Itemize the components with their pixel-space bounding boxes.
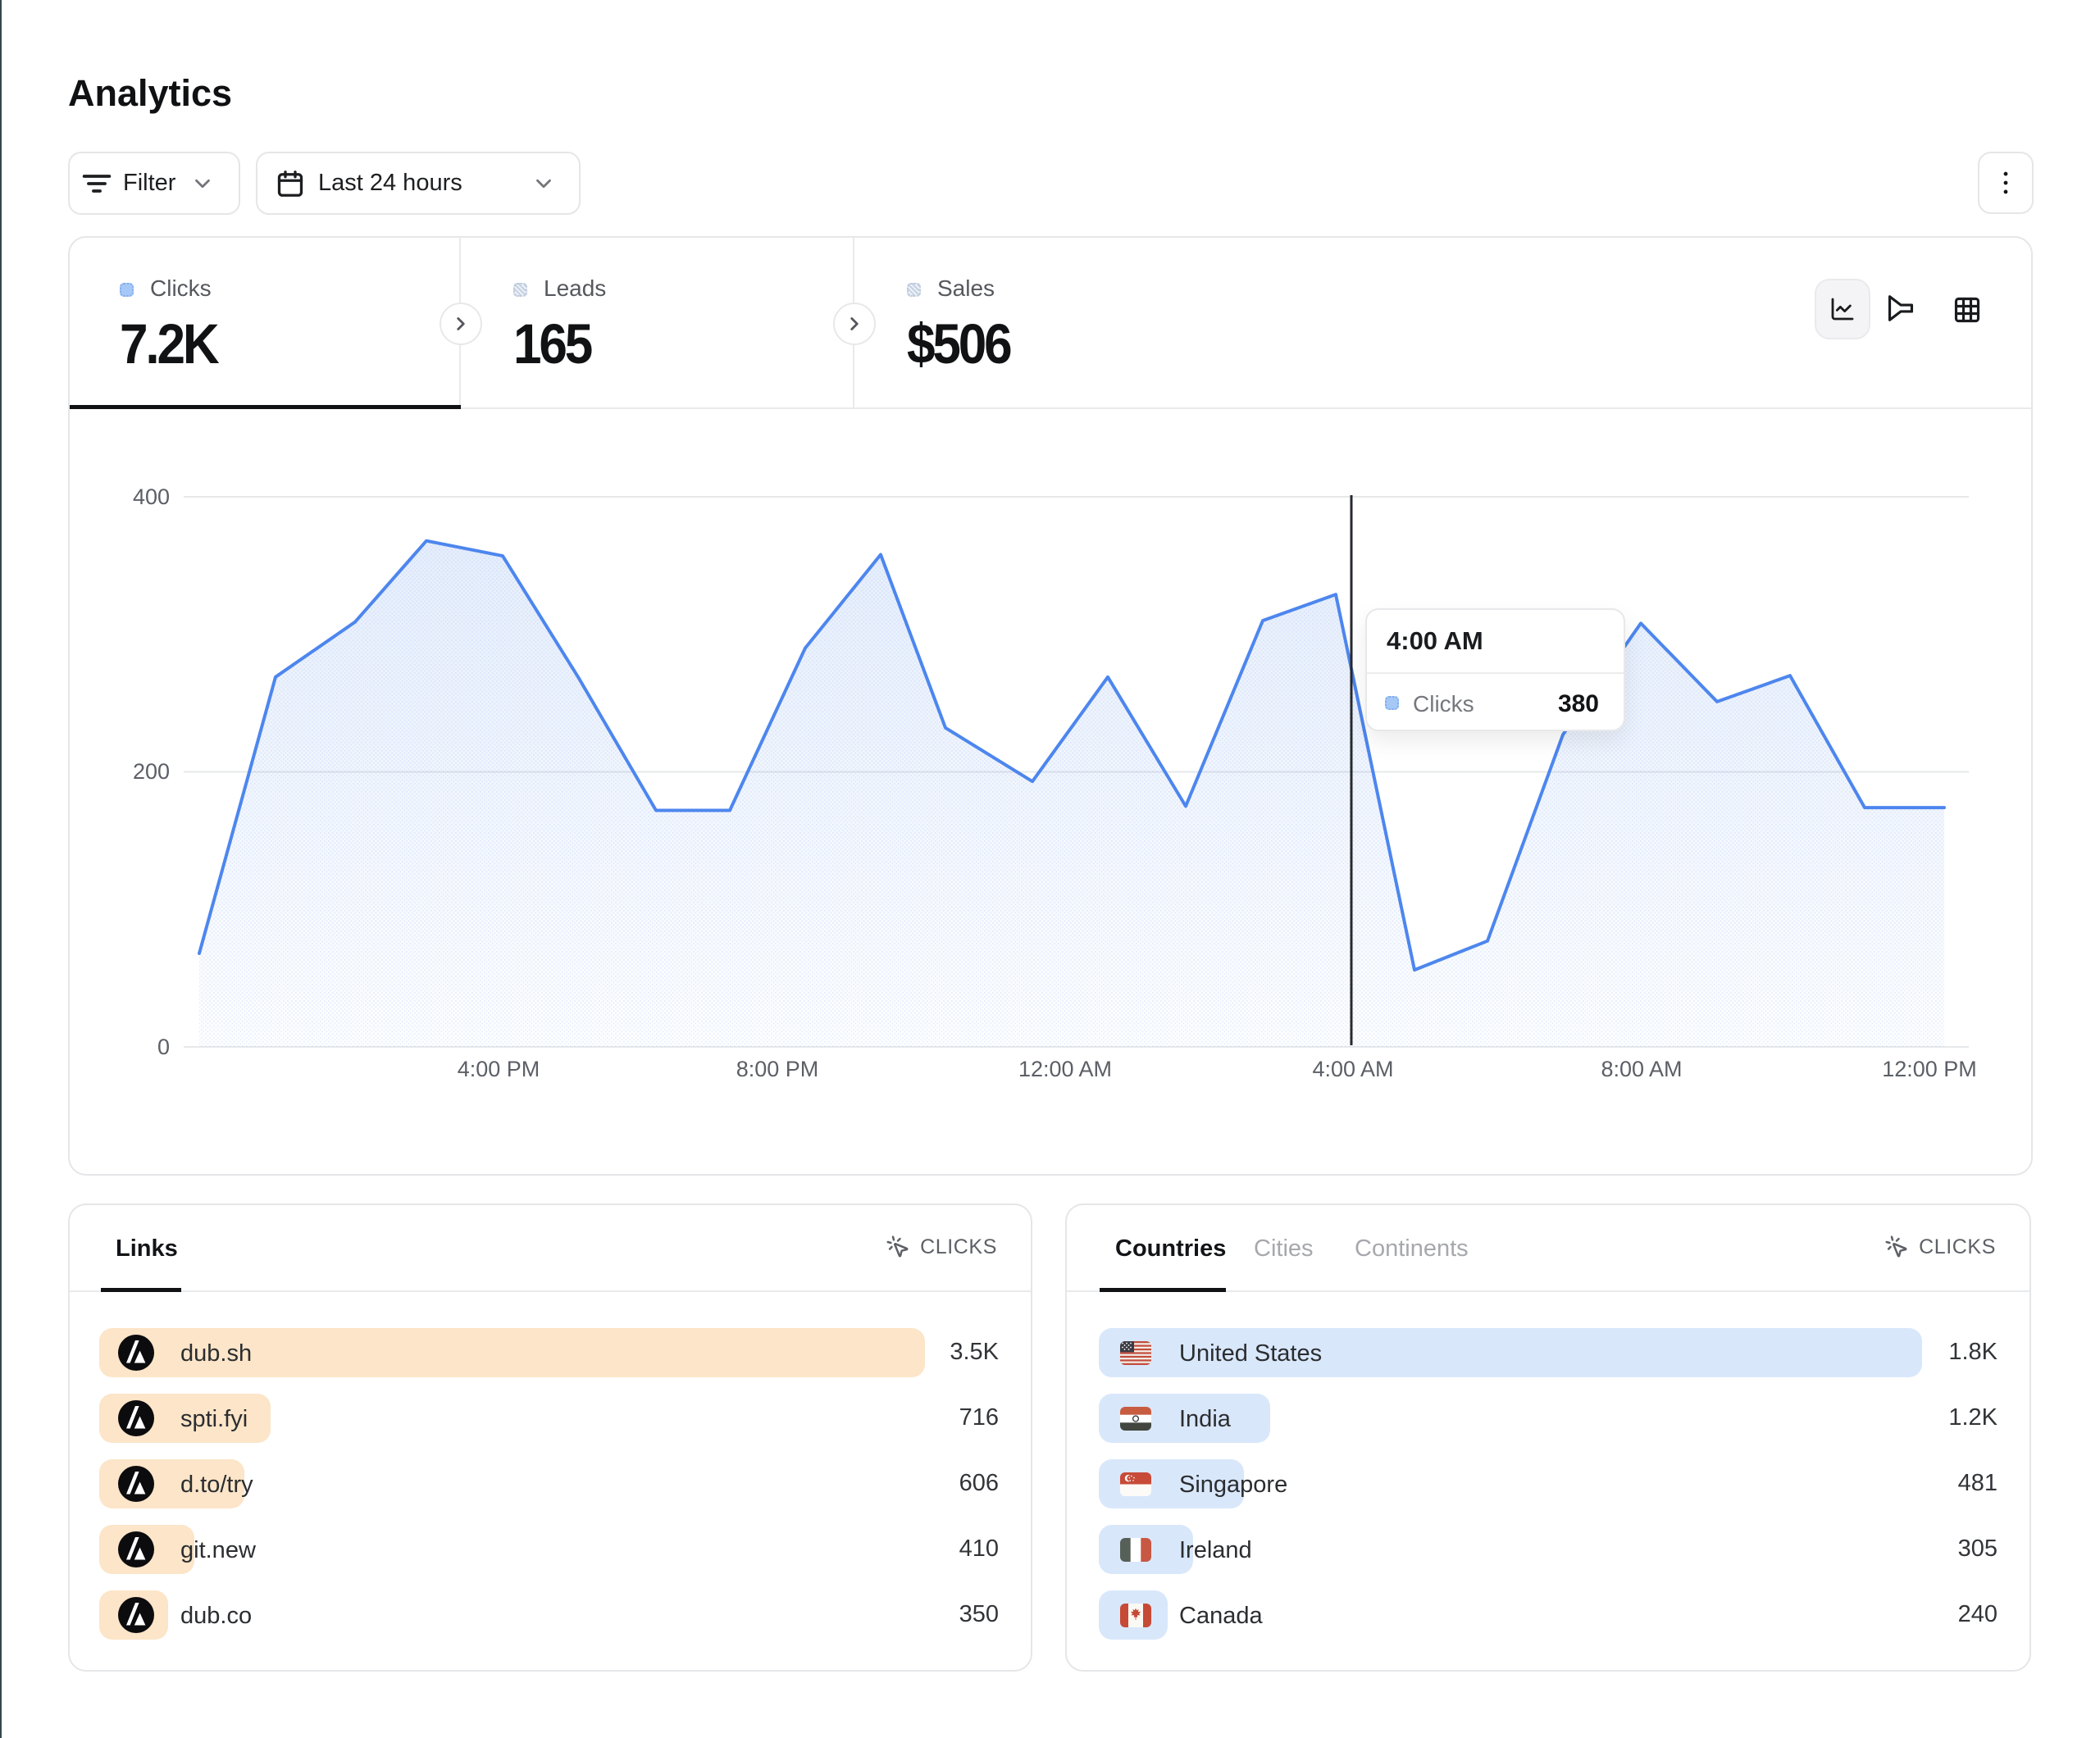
- svg-text:8:00 PM: 8:00 PM: [736, 1057, 819, 1081]
- svg-text:400: 400: [133, 485, 170, 509]
- svg-text:4:00 PM: 4:00 PM: [458, 1057, 540, 1081]
- svg-text:8:00 AM: 8:00 AM: [1601, 1057, 1682, 1081]
- svg-text:4:00 AM: 4:00 AM: [1312, 1057, 1393, 1081]
- svg-text:200: 200: [133, 759, 170, 784]
- svg-text:12:00 PM: 12:00 PM: [1882, 1057, 1977, 1081]
- svg-text:0: 0: [157, 1035, 170, 1059]
- svg-text:12:00 AM: 12:00 AM: [1018, 1057, 1112, 1081]
